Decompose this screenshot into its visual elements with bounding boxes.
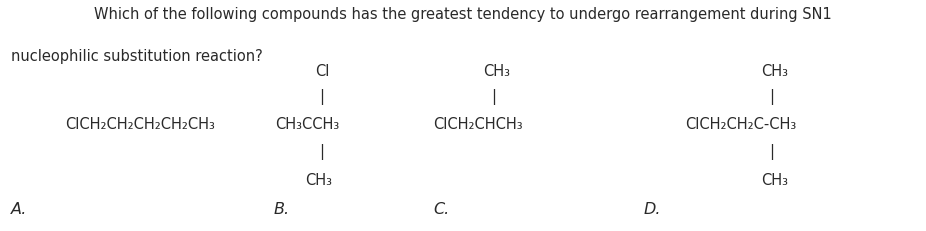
Text: A.: A. [11, 202, 28, 217]
Text: ClCH₂CH₂C-CH₃: ClCH₂CH₂C-CH₃ [685, 117, 796, 132]
Text: nucleophilic substitution reaction?: nucleophilic substitution reaction? [11, 49, 263, 64]
Text: CH₃: CH₃ [305, 173, 332, 188]
Text: CH₃: CH₃ [761, 173, 788, 188]
Text: |: | [770, 89, 774, 105]
Text: D.: D. [644, 202, 661, 217]
Text: Cl: Cl [315, 64, 330, 79]
Text: Which of the following compounds has the greatest tendency to undergo rearrangem: Which of the following compounds has the… [94, 7, 832, 22]
Text: |: | [319, 89, 324, 105]
Text: |: | [770, 144, 774, 161]
Text: CH₃CCH₃: CH₃CCH₃ [275, 117, 339, 132]
Text: B.: B. [273, 202, 289, 217]
Text: CH₃: CH₃ [483, 64, 510, 79]
Text: ClCH₂CHCH₃: ClCH₂CHCH₃ [433, 117, 523, 132]
Text: CH₃: CH₃ [761, 64, 788, 79]
Text: |: | [319, 144, 324, 161]
Text: ClCH₂CH₂CH₂CH₂CH₃: ClCH₂CH₂CH₂CH₂CH₃ [65, 117, 215, 132]
Text: C.: C. [433, 202, 450, 217]
Text: |: | [491, 89, 495, 105]
